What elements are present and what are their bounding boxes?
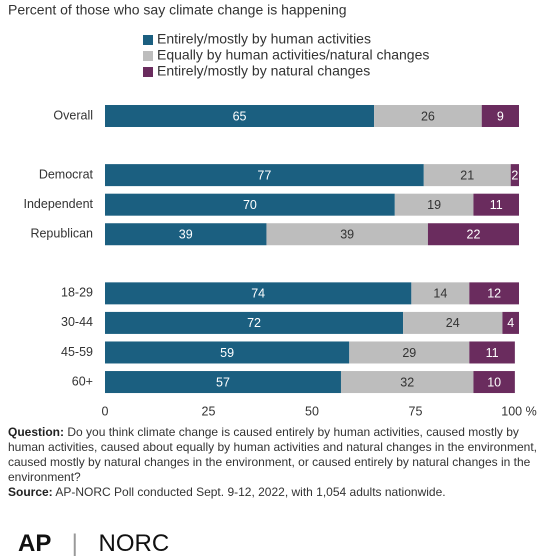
- value-label: 11: [490, 198, 503, 212]
- bar-segment: [105, 311, 404, 334]
- value-label: 4: [507, 316, 514, 330]
- value-label: 11: [486, 346, 499, 360]
- y-tick-label: Overall: [53, 108, 93, 122]
- x-tick-label: 100 %: [501, 404, 536, 418]
- bar-segment: [105, 223, 267, 246]
- y-tick-label: 18-29: [61, 286, 93, 300]
- x-tick-label: 0: [102, 404, 109, 418]
- legend-label: Entirely/mostly by natural changes: [157, 63, 370, 79]
- chart: Percent of those who say climate change …: [8, 2, 537, 419]
- value-label: 26: [421, 109, 435, 123]
- y-tick-label: 30-44: [61, 315, 93, 329]
- bar-segment: [469, 282, 519, 305]
- question-label: Question:: [8, 425, 64, 439]
- source-text: AP-NORC Poll conducted Sept. 9-12, 2022,…: [55, 485, 446, 499]
- logo-ap: AP: [18, 530, 51, 557]
- bar-segment: [423, 164, 511, 187]
- value-label: 72: [247, 316, 261, 330]
- value-label: 77: [257, 168, 271, 182]
- bar-segment: [340, 371, 474, 394]
- value-label: 65: [233, 109, 247, 123]
- bar-segment: [473, 193, 519, 216]
- bar-segment: [510, 164, 519, 187]
- value-label: 70: [243, 198, 257, 212]
- logos: AP | NORC: [18, 530, 169, 558]
- legend-swatch: [143, 51, 153, 61]
- bar-segment: [427, 223, 519, 246]
- value-label: 24: [446, 316, 460, 330]
- chart-subtitle: Percent of those who say climate change …: [8, 2, 347, 18]
- value-label: 59: [220, 346, 234, 360]
- bar-segment: [105, 164, 424, 187]
- source-label: Source:: [8, 485, 53, 499]
- bar-segment: [411, 282, 470, 305]
- y-tick-label: Independent: [23, 197, 93, 211]
- bar-segment: [403, 311, 503, 334]
- legend-label: Entirely/mostly by human activities: [157, 31, 371, 47]
- x-tick-label: 25: [202, 404, 216, 418]
- legend-swatch: [143, 67, 153, 77]
- bar-segment: [105, 371, 341, 394]
- value-label: 57: [216, 375, 230, 389]
- footer: Question: Do you think climate change is…: [8, 425, 542, 500]
- question-text: Do you think climate change is caused en…: [8, 425, 537, 484]
- bar-segment: [105, 341, 350, 364]
- value-label: 74: [251, 287, 265, 301]
- bar-segment: [502, 311, 519, 334]
- value-label: 10: [487, 375, 501, 389]
- bar-segment: [469, 341, 515, 364]
- y-tick-label: 60+: [72, 374, 93, 388]
- bar-segment: [394, 193, 474, 216]
- x-tick-label: 75: [409, 404, 423, 418]
- bar-segment: [266, 223, 428, 246]
- value-label: 29: [402, 346, 416, 360]
- bar-segment: [105, 282, 412, 305]
- value-label: 2: [511, 168, 518, 182]
- x-tick-label: 50: [305, 404, 319, 418]
- bar-segment: [349, 341, 470, 364]
- value-label: 14: [433, 287, 447, 301]
- y-tick-label: Republican: [30, 227, 93, 241]
- legend-swatch: [143, 35, 153, 45]
- bar-segment: [105, 193, 395, 216]
- value-label: 21: [460, 168, 474, 182]
- value-label: 22: [467, 228, 481, 242]
- logo-separator: |: [71, 530, 78, 557]
- bar-segment: [374, 105, 482, 127]
- bar-segment: [105, 105, 375, 127]
- value-label: 12: [487, 287, 501, 301]
- bar-segment: [481, 105, 519, 127]
- y-tick-label: 45-59: [61, 345, 93, 359]
- value-label: 9: [497, 109, 504, 123]
- value-label: 32: [400, 375, 414, 389]
- value-label: 19: [427, 198, 441, 212]
- y-tick-label: Democrat: [39, 167, 94, 181]
- bar-segment: [473, 371, 515, 394]
- logo-norc: NORC: [98, 530, 170, 557]
- legend-label: Equally by human activities/natural chan…: [157, 47, 429, 63]
- source: Source: AP-NORC Poll conducted Sept. 9-1…: [8, 485, 542, 500]
- value-label: 39: [340, 228, 354, 242]
- value-label: 39: [179, 228, 193, 242]
- question: Question: Do you think climate change is…: [8, 425, 542, 485]
